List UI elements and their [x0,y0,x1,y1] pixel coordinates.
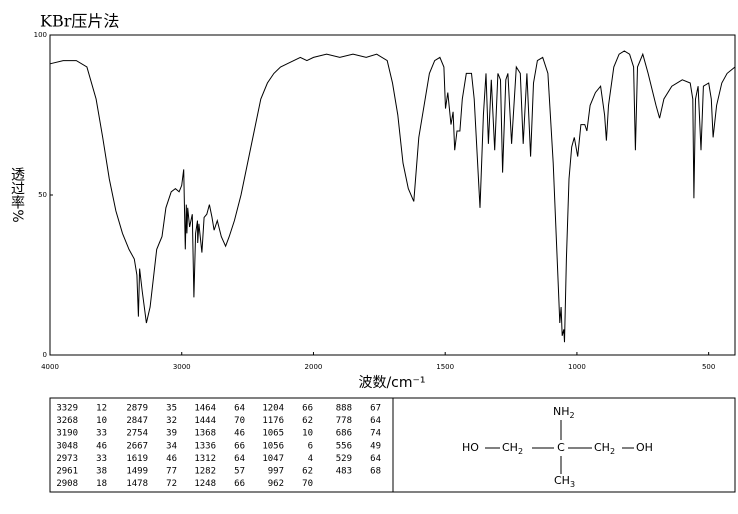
table-transmittance: 67 [370,404,381,414]
table-wavenumber: 1368 [194,429,216,439]
x-tick-label: 3000 [173,363,191,371]
table-wavenumber: 1282 [194,467,216,477]
x-tick-label: 500 [702,363,715,371]
table-wavenumber: 686 [336,429,352,439]
table-transmittance: 38 [96,467,107,477]
y-tick-label: 100 [34,31,47,39]
table-transmittance: 6 [308,441,313,451]
table-transmittance: 18 [96,479,107,489]
table-wavenumber: 483 [336,467,352,477]
table-transmittance: 10 [96,416,107,426]
spectrum-line [49,50,736,343]
subscript: 3 [570,480,575,489]
structure-label: OH [636,441,653,454]
table-wavenumber: 1619 [126,454,148,464]
table-wavenumber: 1478 [126,479,148,489]
table-transmittance: 12 [96,404,107,414]
table-wavenumber: 962 [268,479,284,489]
table-transmittance: 70 [302,479,313,489]
table-transmittance: 66 [234,441,245,451]
table-wavenumber: 1499 [126,467,148,477]
table-wavenumber: 1056 [262,441,284,451]
structure-bonds [485,420,634,474]
x-tick-label: 1500 [436,363,454,371]
table-wavenumber: 888 [336,404,352,414]
y-axis-label: 透过率% [9,167,25,222]
table-transmittance: 68 [370,467,381,477]
structure-label: CH2 [594,441,615,456]
table-wavenumber: 2961 [56,467,78,477]
structure-label: NH2 [553,405,575,420]
structure-label: C [557,441,565,454]
table-wavenumber: 1444 [194,416,216,426]
table-wavenumber: 529 [336,454,352,464]
structure-label: CH2 [502,441,523,456]
table-transmittance: 4 [308,454,313,464]
table-wavenumber: 2908 [56,479,78,489]
atom: CH [502,441,518,454]
subscript: 2 [610,447,615,456]
atom: NH [553,405,570,418]
table-wavenumber: 997 [268,467,284,477]
table-transmittance: 70 [234,416,245,426]
table-transmittance: 49 [370,441,381,451]
x-tick-label: 2000 [305,363,323,371]
table-wavenumber: 3190 [56,429,78,439]
x-axis-label: 波数/cm⁻¹ [358,375,425,391]
table-transmittance: 33 [96,454,107,464]
table-wavenumber: 1312 [194,454,216,464]
structure-label: HO [462,441,479,454]
subscript: 2 [570,411,575,420]
table-transmittance: 46 [234,429,245,439]
y-tick-label: 0 [43,351,47,359]
table-wavenumber: 3329 [56,404,78,414]
table-wavenumber: 1204 [262,404,284,414]
structure-label: CH3 [554,474,575,489]
table-wavenumber: 2754 [126,429,148,439]
table-transmittance: 10 [302,429,313,439]
table-wavenumber: 2667 [126,441,148,451]
table-transmittance: 77 [166,467,177,477]
table-wavenumber: 1065 [262,429,284,439]
table-wavenumber: 1176 [262,416,284,426]
chart-title: KBr压片法 [40,12,119,31]
x-tick-label: 1000 [568,363,586,371]
table-transmittance: 64 [234,454,245,464]
table-transmittance: 34 [166,441,177,451]
table-wavenumber: 3048 [56,441,78,451]
y-tick-label: 50 [38,191,47,199]
table-transmittance: 66 [234,479,245,489]
table-wavenumber: 1047 [262,454,284,464]
table-transmittance: 32 [166,416,177,426]
table-wavenumber: 2879 [126,404,148,414]
table-wavenumber: 2973 [56,454,78,464]
table-transmittance: 62 [302,416,313,426]
table-wavenumber: 3268 [56,416,78,426]
table-wavenumber: 778 [336,416,352,426]
table-wavenumber: 1464 [194,404,216,414]
x-tick-label: 4000 [41,363,59,371]
table-transmittance: 72 [166,479,177,489]
table-transmittance: 46 [96,441,107,451]
table-transmittance: 64 [234,404,245,414]
table-transmittance: 64 [370,454,381,464]
table-transmittance: 62 [302,467,313,477]
table-transmittance: 64 [370,416,381,426]
table-transmittance: 35 [166,404,177,414]
atom: CH [594,441,610,454]
table-transmittance: 33 [96,429,107,439]
table-wavenumber: 2847 [126,416,148,426]
table-transmittance: 39 [166,429,177,439]
table-transmittance: 46 [166,454,177,464]
table-transmittance: 66 [302,404,313,414]
table-transmittance: 74 [370,429,381,439]
table-wavenumber: 1336 [194,441,216,451]
atom: CH [554,474,570,487]
table-wavenumber: 1248 [194,479,216,489]
subscript: 2 [518,447,523,456]
table-wavenumber: 556 [336,441,352,451]
table-transmittance: 57 [234,467,245,477]
